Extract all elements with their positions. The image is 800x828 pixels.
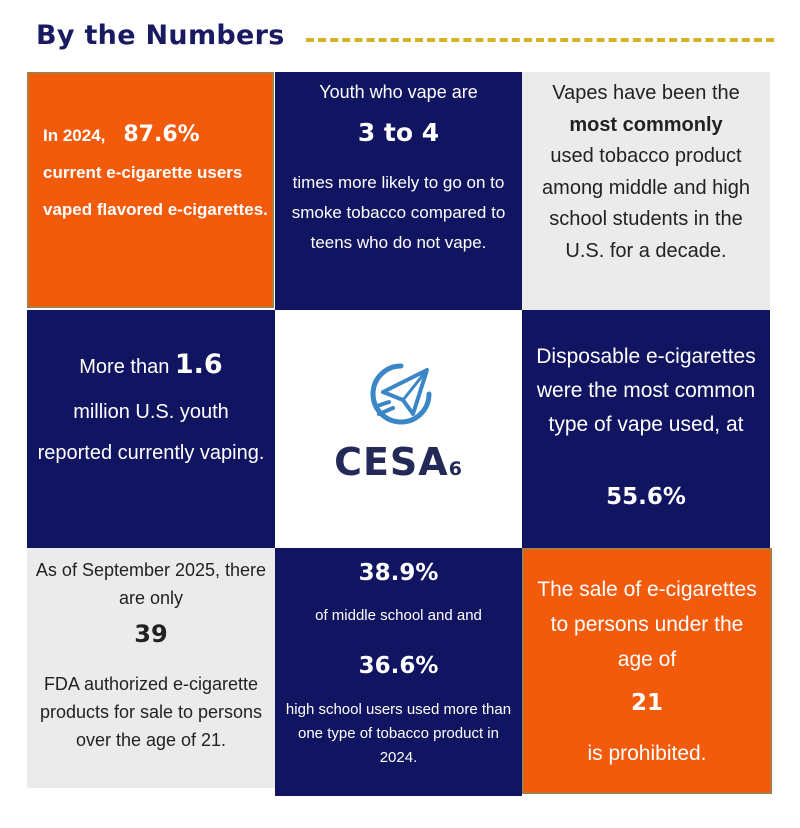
flavored-lead-b: current e-cigarette users vaped flavored… [43, 163, 268, 219]
smoke-stat: 3 to 4 [357, 118, 440, 147]
common-text-a: Vapes have been the [552, 82, 740, 104]
tile-sale: The sale of e-cigarettes to persons unde… [522, 548, 772, 794]
youth-stat: 1.6 [174, 349, 223, 380]
tile-flavored: In 2024, 87.6% current e-cigarette users … [27, 72, 274, 308]
tile-logo: CESA6 [275, 310, 522, 548]
tile-multiple: 38.9% of middle school and and 36.6% hig… [275, 548, 522, 796]
disposable-text: Disposable e-cigarettes were the most co… [536, 345, 756, 436]
title-divider [306, 38, 774, 42]
tile-common: Vapes have been the most commonly used t… [522, 72, 770, 310]
youth-text-a: More than [79, 356, 170, 378]
flavored-text: In 2024, 87.6% current e-cigarette users … [43, 116, 269, 228]
multiple-mid1: of middle school and and [315, 607, 482, 624]
disposable-stat: 55.6% [606, 484, 686, 510]
flavored-lead-a: In 2024, [43, 126, 106, 145]
authorized-line1: As of September 2025, there are only [35, 560, 267, 608]
paper-plane-icon [370, 363, 432, 425]
sale-stat: 21 [630, 690, 663, 716]
authorized-line2: FDA authorized e-cigarette products for … [39, 674, 263, 750]
youth-text-b: million U.S. youth reported currently va… [37, 401, 265, 464]
tile-authorized: As of September 2025, there are only 39 … [27, 548, 275, 788]
flavored-stat: 87.6% [123, 122, 200, 147]
youth-line1: More than 1.6 [27, 350, 275, 382]
tile-disposable: Disposable e-cigarettes were the most co… [522, 310, 770, 548]
logo-wordmark: CESA6 [275, 440, 522, 484]
smoke-line2: times more likely to go on to smoke toba… [291, 173, 506, 252]
sale-line2: is prohibited. [587, 742, 707, 765]
authorized-stat: 39 [134, 620, 168, 648]
multiple-stat2: 36.6% [358, 653, 439, 679]
multiple-stat1: 38.9% [358, 560, 439, 586]
common-text-b: used tobacco product among middle and hi… [542, 145, 750, 262]
tile-youth: More than 1.6 million U.S. youth reporte… [27, 310, 275, 548]
multiple-mid2: high school users used more than one typ… [285, 701, 512, 766]
common-highlight: most commonly [569, 113, 723, 136]
sale-text: The sale of e-cigarettes to persons unde… [537, 578, 757, 671]
tile-smoke: Youth who vape are 3 to 4 times more lik… [275, 72, 522, 310]
logo-number: 6 [448, 458, 463, 480]
common-text: Vapes have been the most commonly used t… [532, 78, 760, 267]
logo-name: CESA [334, 440, 449, 484]
smoke-line1: Youth who vape are [319, 82, 478, 102]
page-title: By the Numbers [36, 20, 285, 51]
